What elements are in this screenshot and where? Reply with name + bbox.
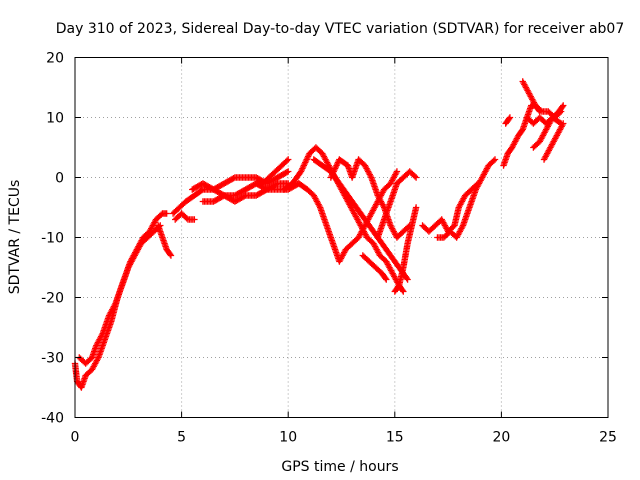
data-point	[262, 187, 269, 194]
x-tick-label: 20	[492, 430, 510, 446]
data-point	[404, 276, 411, 283]
data-point	[393, 168, 401, 175]
y-tick-label: 10	[46, 111, 64, 127]
y-tick-label: 20	[46, 51, 64, 67]
data-point	[412, 174, 420, 181]
chart-title: Day 310 of 2023, Sidereal Day-to-day VTE…	[56, 21, 625, 37]
data-point	[241, 193, 248, 200]
x-axis-tick-labels: 0 5 10 15 20 25	[71, 430, 617, 446]
data-point	[400, 288, 407, 295]
data-point	[191, 216, 198, 223]
data-point	[183, 215, 190, 222]
data-point	[560, 120, 567, 127]
x-tick-label: 5	[177, 430, 186, 446]
y-axis-tick-labels: -40 -30 -20 -10 0 10 20	[41, 51, 64, 427]
data-point	[283, 157, 291, 164]
y-tick-label: -20	[41, 291, 64, 307]
data-point	[559, 103, 566, 110]
data-point	[537, 107, 544, 114]
data-point	[403, 274, 410, 282]
data-point	[399, 287, 406, 294]
x-tick-label: 0	[71, 430, 80, 446]
data-point	[411, 173, 419, 180]
data-point	[382, 275, 389, 282]
data-point	[412, 204, 420, 211]
data-point	[163, 210, 170, 217]
data-points	[71, 78, 567, 391]
data-point	[230, 175, 237, 182]
y-tick-label: -10	[41, 231, 64, 247]
axis-ticks	[74, 57, 609, 418]
y-axis-label: SDTVAR / TECUs	[7, 180, 23, 295]
data-point	[505, 115, 513, 122]
y-tick-label: 0	[55, 171, 64, 187]
data-point	[285, 156, 292, 163]
data-point	[560, 102, 567, 109]
x-tick-label: 15	[386, 430, 404, 446]
data-point	[506, 114, 514, 121]
data-point	[491, 156, 499, 163]
x-tick-label: 25	[599, 430, 617, 446]
data-point	[490, 157, 497, 164]
data-point	[166, 251, 174, 258]
data-point	[283, 169, 291, 176]
data-point	[285, 168, 292, 175]
x-tick-label: 10	[279, 430, 297, 446]
data-point	[167, 252, 175, 259]
x-axis-label: GPS time / hours	[281, 459, 398, 475]
data-point	[383, 276, 390, 283]
y-tick-label: -40	[41, 411, 64, 427]
y-tick-label: -30	[41, 351, 64, 367]
